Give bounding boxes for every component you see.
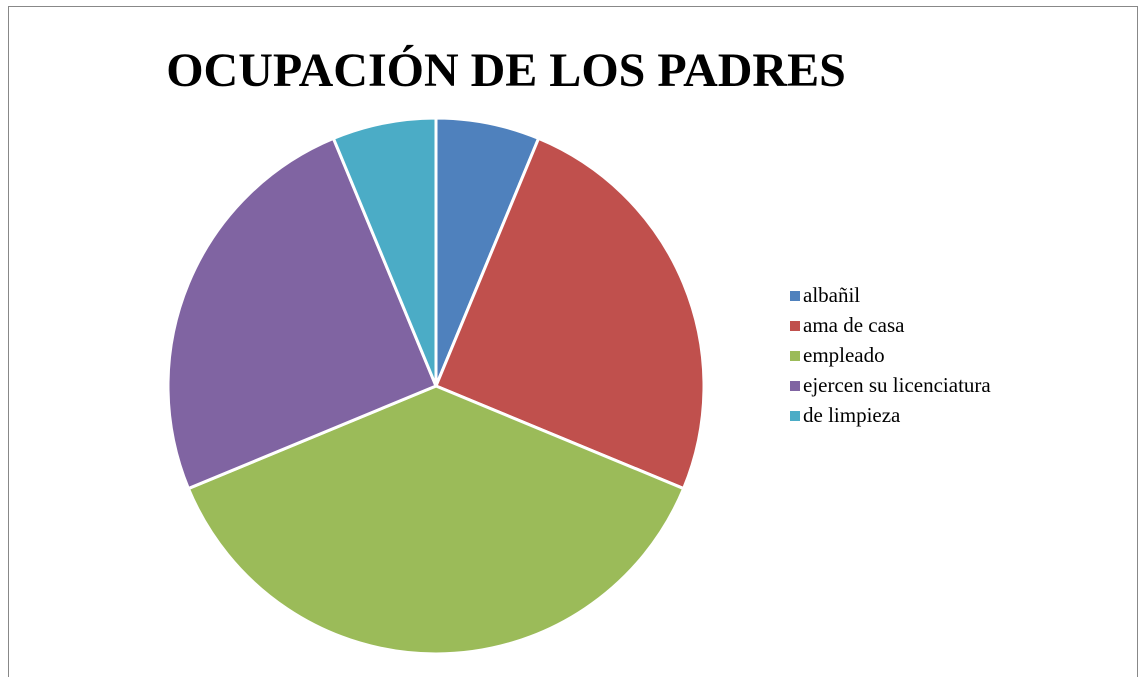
- legend-label: albañil: [803, 283, 860, 307]
- legend-swatch: [790, 351, 800, 361]
- chart-title: OCUPACIÓN DE LOS PADRES: [166, 43, 846, 97]
- legend-label: de limpieza: [803, 403, 901, 427]
- legend-label: ejercen su licenciatura: [803, 373, 991, 397]
- pie-slice: [434, 136, 706, 491]
- legend-swatch: [790, 321, 800, 331]
- pie-slice: [331, 116, 438, 387]
- legend-swatch: [790, 411, 800, 421]
- pie-slice: [186, 384, 686, 656]
- legend-swatch: [790, 381, 800, 391]
- legend-label: ama de casa: [803, 313, 905, 337]
- legend-label: empleado: [803, 343, 885, 367]
- legend-swatch: [790, 291, 800, 301]
